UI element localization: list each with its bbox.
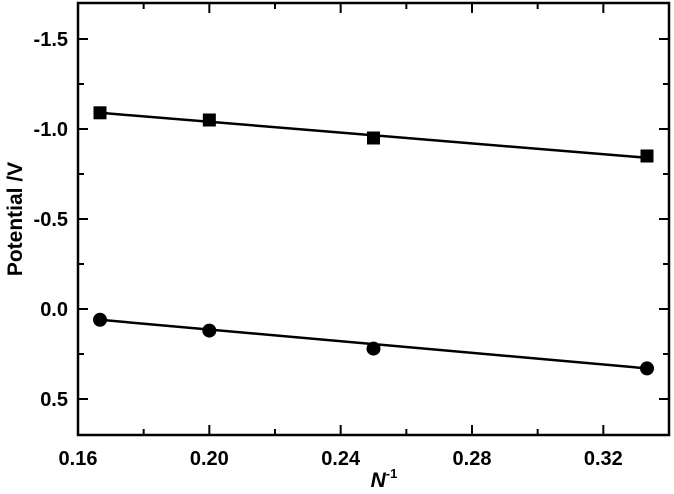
x-tick-label: 0.24 [321, 448, 361, 470]
y-tick-labels: -1.5 -1.0 -0.5 0.0 0.5 [34, 29, 68, 411]
x-axis-title-main: N [371, 469, 387, 492]
y-tick-label: -1.0 [34, 119, 68, 141]
data-markers [92, 106, 655, 376]
x-tick-label: 0.28 [453, 448, 492, 470]
data-point-square [93, 106, 107, 120]
y-axis-title: Potential /V [4, 162, 27, 276]
fit-lines [99, 111, 648, 370]
x-tick-label: 0.20 [190, 448, 229, 470]
x-tick-label: 0.32 [584, 448, 623, 470]
y-tick-label: 0.5 [40, 389, 68, 411]
data-point-circle [640, 361, 655, 376]
plot-frame [76, 1, 671, 437]
y-tick-label: 0.0 [40, 299, 68, 321]
data-point-square [640, 149, 654, 163]
x-tick-labels: 0.16 0.20 0.24 0.28 0.32 [59, 448, 623, 470]
y-tick-label: -0.5 [34, 209, 68, 231]
x-axis-title-superscript: -1 [386, 466, 398, 481]
data-point-circle [366, 341, 381, 356]
x-tick-label: 0.16 [59, 448, 98, 470]
x-axis-title: N-1 [371, 466, 398, 492]
axis-ticks [77, 3, 670, 435]
data-point-circle [92, 312, 107, 327]
y-tick-label: -1.5 [34, 29, 68, 51]
data-point-square [367, 131, 380, 145]
data-point-square [202, 113, 216, 127]
data-point-circle [202, 323, 217, 338]
